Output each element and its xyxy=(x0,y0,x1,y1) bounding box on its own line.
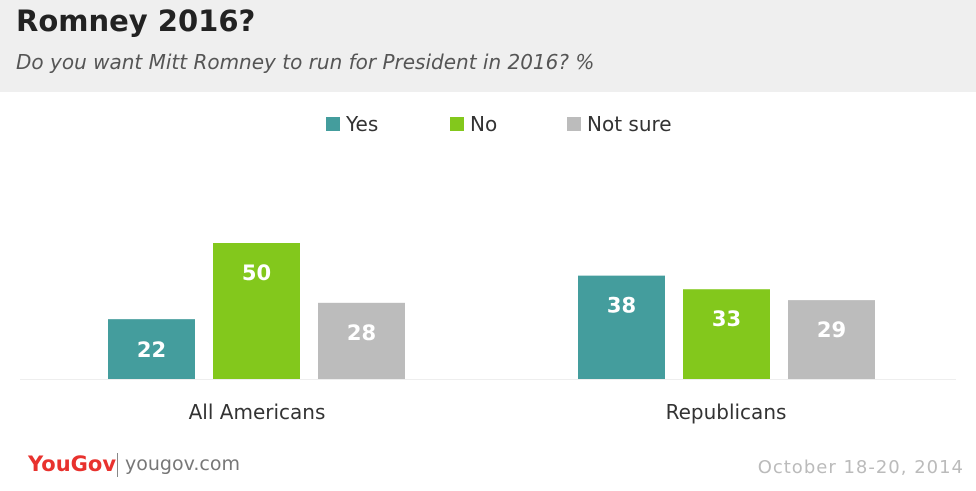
bar-not-sure-all-americans xyxy=(318,302,405,379)
data-label-not-sure-all-americans: 28 xyxy=(347,321,376,345)
legend-label-yes: Yes xyxy=(346,112,379,136)
category-label-all-americans: All Americans xyxy=(189,400,326,424)
legend-label-not-sure: Not sure xyxy=(587,112,672,136)
bar-not-sure-republicans xyxy=(788,300,875,379)
legend-swatch-no xyxy=(450,117,464,131)
bar-no-republicans xyxy=(683,289,770,379)
bar-no-all-americans xyxy=(213,243,300,379)
chart-header: Romney 2016? Do you want Mitt Romney to … xyxy=(0,0,976,92)
chart-legend: Yes No Not sure xyxy=(0,112,976,136)
legend-label-no: No xyxy=(470,112,498,136)
footer-url: yougov.com xyxy=(125,453,240,475)
chart-title: Romney 2016? xyxy=(16,4,256,38)
legend-swatch-yes xyxy=(326,117,340,131)
category-label-republicans: Republicans xyxy=(666,400,787,424)
data-label-not-sure-republicans: 29 xyxy=(817,318,846,342)
bar-yes-all-americans xyxy=(108,319,195,379)
data-label-no-republicans: 33 xyxy=(712,307,741,331)
chart-subtitle: Do you want Mitt Romney to run for Presi… xyxy=(16,50,595,74)
footer-divider xyxy=(117,453,118,477)
data-label-yes-all-americans: 22 xyxy=(137,338,166,362)
bar-yes-republicans xyxy=(578,275,665,379)
legend-swatch-not-sure xyxy=(567,117,581,131)
data-label-yes-republicans: 38 xyxy=(607,294,636,318)
yougov-logo: YouGov xyxy=(28,452,117,476)
data-label-no-all-americans: 50 xyxy=(242,261,271,285)
footer-date: October 18-20, 2014 xyxy=(757,457,964,478)
